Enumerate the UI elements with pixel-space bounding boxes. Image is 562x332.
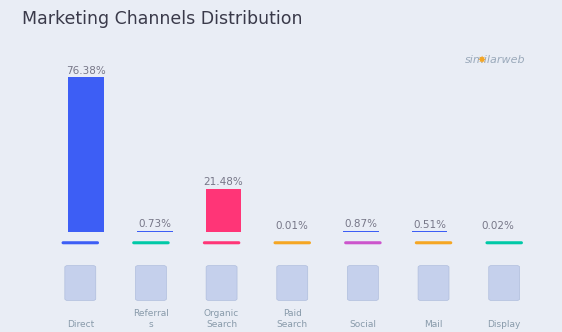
Text: Social: Social — [350, 320, 377, 329]
Text: ✸: ✸ — [478, 55, 486, 65]
Bar — [343, 231, 379, 232]
Text: Organic
Search: Organic Search — [204, 309, 239, 329]
Text: Display: Display — [487, 320, 521, 329]
Bar — [69, 77, 104, 232]
Text: Marketing Channels Distribution: Marketing Channels Distribution — [22, 10, 303, 28]
Text: similarweb: similarweb — [465, 55, 525, 65]
Text: Direct: Direct — [67, 320, 94, 329]
Text: Paid
Search: Paid Search — [277, 309, 308, 329]
Text: 0.51%: 0.51% — [413, 220, 446, 230]
Text: 0.02%: 0.02% — [482, 221, 515, 231]
Bar — [412, 231, 447, 232]
Text: 21.48%: 21.48% — [203, 177, 243, 187]
Text: Mail: Mail — [424, 320, 443, 329]
Bar — [137, 231, 173, 232]
Text: 0.01%: 0.01% — [276, 221, 309, 231]
Bar — [206, 189, 242, 232]
Text: 76.38%: 76.38% — [66, 66, 106, 76]
Text: Referral
s: Referral s — [133, 309, 169, 329]
Text: 0.87%: 0.87% — [345, 219, 378, 229]
Text: 0.73%: 0.73% — [138, 219, 171, 229]
